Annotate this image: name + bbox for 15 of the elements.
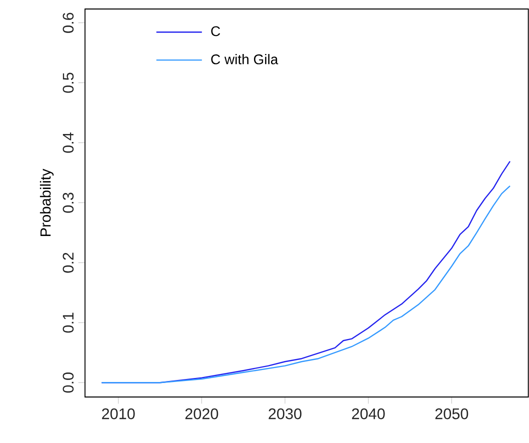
- y-tick-label: 0.3: [62, 192, 74, 213]
- x-tick-label: 2050: [435, 408, 468, 420]
- y-axis-title: Probability: [40, 168, 54, 236]
- x-tick-label: 2010: [102, 408, 135, 420]
- legend-label: C with Gila: [211, 54, 278, 64]
- legend-label: C: [211, 26, 220, 36]
- x-tick-label: 2030: [268, 408, 302, 420]
- y-tick-label: 0.2: [62, 252, 74, 273]
- y-tick-label: 0.0: [62, 372, 74, 393]
- y-tick-label: 0.4: [62, 132, 74, 153]
- x-tick-label: 2040: [352, 408, 385, 420]
- y-tick-label: 0.5: [62, 72, 74, 93]
- y-tick-label: 0.6: [62, 12, 74, 33]
- y-tick-label: 0.1: [62, 312, 74, 333]
- x-tick-label: 2020: [185, 408, 218, 420]
